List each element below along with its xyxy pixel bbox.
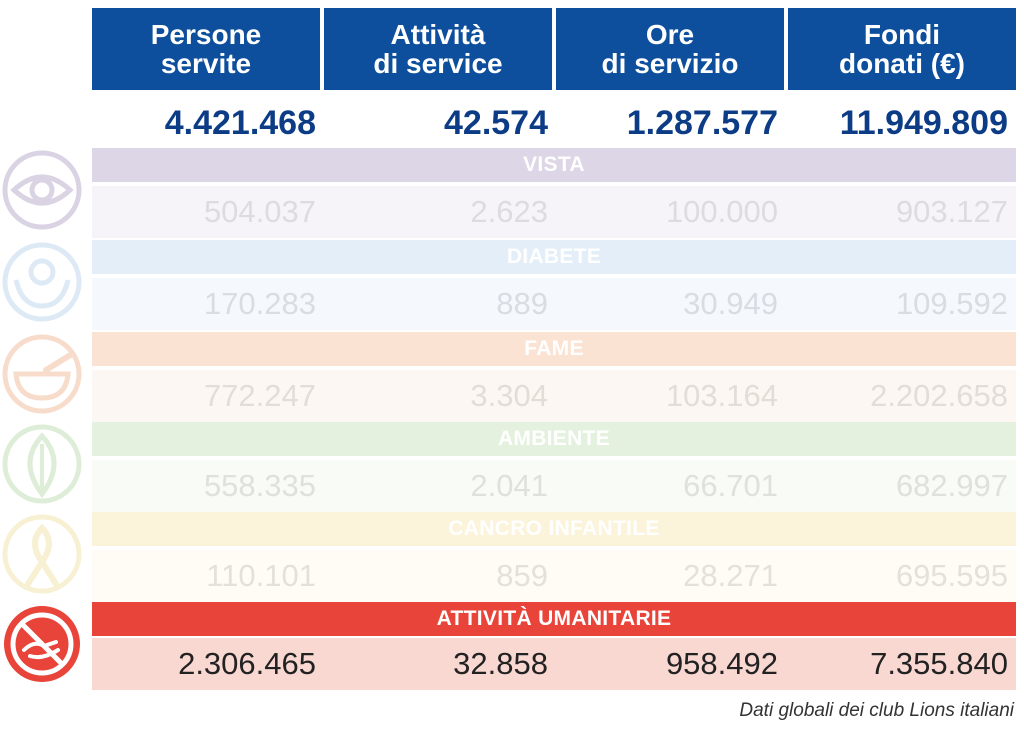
section-row-cancro-infantile: 110.101 859 28.271 695.595 <box>92 550 1016 602</box>
value-attivita: 32.858 <box>453 646 548 681</box>
value-persone: 504.037 <box>203 194 316 229</box>
value-ore: 103.164 <box>665 378 778 413</box>
value-attivita: 3.304 <box>470 378 548 413</box>
section-band-cancro-infantile: CANCRO INFANTILE <box>92 512 1016 546</box>
total-attivita-service: 42.574 <box>444 104 548 142</box>
header-line: Fondi <box>863 19 941 50</box>
total-fondi-donati: 11.949.809 <box>839 104 1008 142</box>
value-attivita: 2.041 <box>470 468 548 503</box>
value-persone: 170.283 <box>203 286 316 321</box>
section-band-diabete: DIABETE <box>92 240 1016 274</box>
section-row-ambiente: 558.335 2.041 66.701 682.997 <box>92 460 1016 512</box>
header-line: di service <box>373 48 503 79</box>
footnote: Dati globali dei club Lions italiani <box>739 700 1014 721</box>
value-ore: 30.949 <box>683 286 778 321</box>
value-fondi: 109.592 <box>895 286 1008 321</box>
header-line: servite <box>160 48 252 79</box>
helping-hands-icon <box>0 602 84 686</box>
value-persone: 772.247 <box>203 378 316 413</box>
section-row-attivita-umanitarie: 2.306.465 32.858 958.492 7.355.840 <box>92 638 1016 690</box>
value-attivita: 859 <box>496 558 548 593</box>
total-ore-servizio: 1.287.577 <box>626 104 778 142</box>
header-line: di servizio <box>601 48 739 79</box>
section-band-fame: FAME <box>92 332 1016 366</box>
section-row-diabete: 170.283 889 30.949 109.592 <box>92 278 1016 330</box>
section-band-ambiente: AMBIENTE <box>92 422 1016 456</box>
header-line: Attività <box>390 19 486 50</box>
diabetes-hands-icon <box>0 240 84 324</box>
header-persone-servite: Persone servite <box>92 8 320 90</box>
value-fondi: 7.355.840 <box>870 646 1008 681</box>
header-line: Persone <box>150 19 262 50</box>
ribbon-icon <box>0 512 84 596</box>
value-ore: 958.492 <box>665 646 778 681</box>
header-fondi-donati: Fondi donati (€) <box>788 8 1016 90</box>
value-fondi: 903.127 <box>895 194 1008 229</box>
value-fondi: 695.595 <box>895 558 1008 593</box>
value-fondi: 682.997 <box>895 468 1008 503</box>
header-line: donati (€) <box>839 48 965 79</box>
value-ore: 66.701 <box>683 468 778 503</box>
section-row-fame: 772.247 3.304 103.164 2.202.658 <box>92 370 1016 422</box>
section-row-vista: 504.037 2.623 100.000 903.127 <box>92 186 1016 238</box>
header-line: Ore <box>645 19 695 50</box>
value-ore: 100.000 <box>665 194 778 229</box>
bowl-icon <box>0 332 84 416</box>
value-persone: 110.101 <box>206 558 316 593</box>
value-persone: 558.335 <box>203 468 316 503</box>
value-persone: 2.306.465 <box>178 646 316 681</box>
header-attivita-service: Attività di service <box>324 8 552 90</box>
value-fondi: 2.202.658 <box>870 378 1008 413</box>
value-attivita: 2.623 <box>470 194 548 229</box>
section-band-attivita-umanitarie: ATTIVITÀ UMANITARIE <box>92 602 1016 636</box>
eye-icon <box>0 148 84 232</box>
leaf-icon <box>0 422 84 506</box>
header-ore-servizio: Ore di servizio <box>556 8 784 90</box>
total-persone-servite: 4.421.468 <box>164 104 316 142</box>
value-attivita: 889 <box>496 286 548 321</box>
section-band-vista: VISTA <box>92 148 1016 182</box>
value-ore: 28.271 <box>683 558 778 593</box>
